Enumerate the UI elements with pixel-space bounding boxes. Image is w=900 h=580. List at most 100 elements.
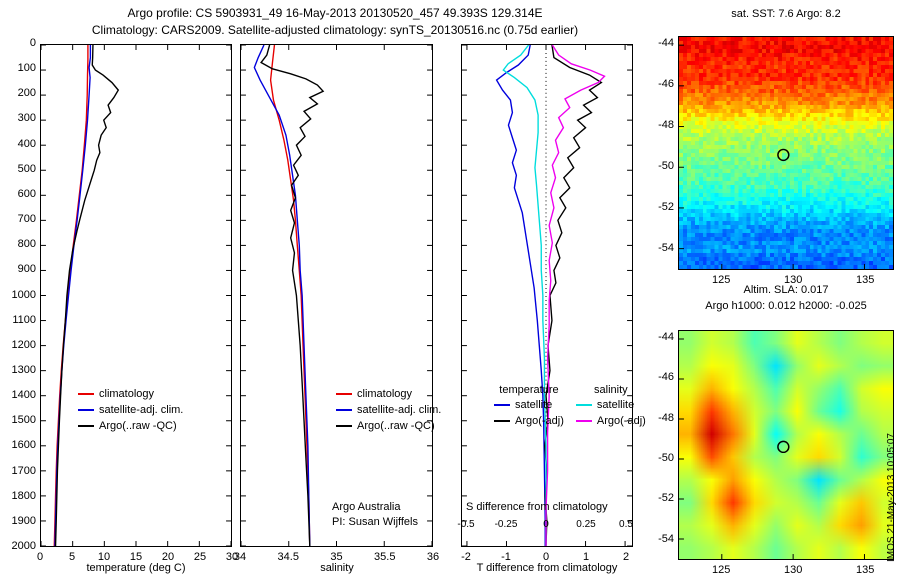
sla-lon-tick-label: 135 xyxy=(856,564,875,576)
temperature-depth-tick-label: 1900 xyxy=(11,514,36,527)
temperature-depth-tick-label: 0 xyxy=(29,37,36,49)
s-difference-axis-label: S difference from climatology xyxy=(466,501,608,513)
legend-entry: Argo(..raw -QC) xyxy=(336,420,441,432)
legend-label: satellite-adj. clim. xyxy=(357,404,442,416)
sla-map xyxy=(678,330,894,560)
temperature-depth-tick-label: 500 xyxy=(17,162,36,175)
sla-overlay xyxy=(679,338,865,559)
sla-lat-tick-label: -52 xyxy=(658,492,674,505)
argo-australia-label: Argo Australia xyxy=(332,501,401,513)
temperature-xtick-label: 10 xyxy=(97,551,111,563)
sst-lon-tick-label: 125 xyxy=(712,274,731,286)
salinity-xtick-label: 35 xyxy=(330,551,343,563)
series-climatology xyxy=(269,45,311,546)
s-difference-tick-label: 0.25 xyxy=(576,519,596,530)
series-argo-raw-qc xyxy=(260,45,325,546)
temperature-depth-tick-label: 1500 xyxy=(11,414,36,427)
legend-label: Argo(-adj) xyxy=(596,415,646,427)
s-difference-tick-label: -0.5 xyxy=(457,519,475,530)
sla-lat-tick-label: -54 xyxy=(658,532,674,545)
salinity-xtick-label: 36 xyxy=(426,551,440,563)
temperature-plot-canvas xyxy=(41,45,231,546)
legend-column-salinity: salinity satellite Argo(-adj) xyxy=(575,384,646,431)
legend-line-sample xyxy=(78,425,94,427)
temperature-xtick-label: 30 xyxy=(225,551,239,563)
legend-column-header: temperature xyxy=(499,384,559,396)
imos-watermark: IMOS 21-May-2013 10:05:07 xyxy=(886,433,897,562)
temperature-xtick-label: 25 xyxy=(193,551,207,563)
sla-lon-tick-label: 130 xyxy=(784,564,803,576)
legend-column-temperature: temperature satellite Argo(-adj) xyxy=(494,384,564,431)
s-difference-tick-label: 0.5 xyxy=(619,519,633,530)
pi-name-label: PI: Susan Wijffels xyxy=(332,516,418,528)
figure-title-line2: Climatology: CARS2009. Satellite-adjuste… xyxy=(91,23,579,37)
legend-entry: satellite xyxy=(494,399,564,411)
temperature-depth-tick-label: 1200 xyxy=(11,338,36,351)
temperature-depth-tick-label: 700 xyxy=(17,213,36,226)
sla-lat-tick-label: -48 xyxy=(658,411,674,424)
legend-label: Argo(..raw -QC) xyxy=(357,420,435,432)
legend-entry: satellite xyxy=(575,399,646,411)
legend-label: satellite-adj. clim. xyxy=(99,404,184,416)
legend-entry: Argo(-adj) xyxy=(575,415,646,427)
legend-line-sample xyxy=(575,420,592,422)
legend-label: Argo(-adj) xyxy=(515,415,564,427)
sst-lat-tick-label: -44 xyxy=(658,37,674,50)
temperature-depth-tick-label: 800 xyxy=(17,238,36,251)
legend-entry: satellite-adj. clim. xyxy=(336,404,441,416)
temperature-xtick-label: 0 xyxy=(36,551,44,563)
argo-heights-title: Argo h1000: 0.012 h2000: -0.025 xyxy=(705,300,867,312)
figure-title-line1: Argo profile: CS 5903931_49 16-May-2013 … xyxy=(127,6,543,20)
legend-entry: climatology xyxy=(336,388,441,400)
legend-line-sample xyxy=(336,393,352,395)
salinity-xtick-label: 35.5 xyxy=(374,551,396,563)
legend-label: Argo(..raw -QC) xyxy=(99,420,177,432)
salinity-axis-label: salinity xyxy=(320,562,354,574)
sst-lon-tick-label: 135 xyxy=(856,274,875,286)
series-satellite-adj-climatology xyxy=(54,45,92,546)
sst-lat-tick-label: -50 xyxy=(658,160,674,173)
temperature-depth-tick-label: 900 xyxy=(17,263,36,276)
legend-entry: Argo(..raw -QC) xyxy=(78,420,183,432)
sst-lat-tick-label: -48 xyxy=(658,119,674,132)
sst-overlay xyxy=(679,44,865,269)
legend-line-sample xyxy=(575,404,592,406)
difference-xtick-label: -1 xyxy=(501,551,511,563)
temperature-xtick-label: 15 xyxy=(129,551,143,563)
temperature-depth-tick-label: 1100 xyxy=(12,313,36,326)
temperature-depth-tick-label: 200 xyxy=(17,87,36,100)
difference-plot-canvas xyxy=(462,45,632,546)
legend-label: climatology xyxy=(357,388,413,400)
temperature-depth-tick-label: 1600 xyxy=(11,439,36,452)
s-difference-tick-label: 0 xyxy=(543,519,549,530)
series-s-diff-argo xyxy=(545,45,606,546)
legend-label: satellite xyxy=(596,399,635,411)
sst-map-title: sat. SST: 7.6 Argo: 8.2 xyxy=(731,8,841,20)
legend-entry: climatology xyxy=(78,388,183,400)
legend-line-sample xyxy=(494,420,510,422)
salinity-xtick-label: 34 xyxy=(233,551,247,563)
series-satellite-adj-climatology xyxy=(253,45,311,546)
series-s-diff-satellite xyxy=(502,45,547,546)
temperature-plot xyxy=(40,44,232,547)
legend-line-sample xyxy=(336,425,352,427)
sst-lat-tick-label: -52 xyxy=(658,201,674,214)
legend-entry: Argo(-adj) xyxy=(494,415,564,427)
temperature-axis-label: temperature (deg C) xyxy=(86,562,186,574)
legend-line-sample xyxy=(336,409,352,411)
difference-plot xyxy=(461,44,633,547)
sla-lat-tick-label: -50 xyxy=(658,452,674,465)
s-difference-tick-label: -0.25 xyxy=(494,519,518,530)
sla-lat-tick-label: -44 xyxy=(658,331,674,344)
temperature-depth-tick-label: 1000 xyxy=(11,288,36,301)
temperature-depth-tick-label: 2000 xyxy=(11,540,36,552)
legend-line-sample xyxy=(78,409,94,411)
temperature-depth-tick-label: 1800 xyxy=(11,489,36,502)
salinity-plot xyxy=(240,44,433,547)
sst-map xyxy=(678,36,894,270)
legend-line-sample xyxy=(78,393,94,395)
temperature-depth-tick-label: 1300 xyxy=(11,363,36,376)
salinity-legend: climatology satellite-adj. clim. Argo(..ra… xyxy=(336,388,441,436)
legend-line-sample xyxy=(494,404,510,406)
